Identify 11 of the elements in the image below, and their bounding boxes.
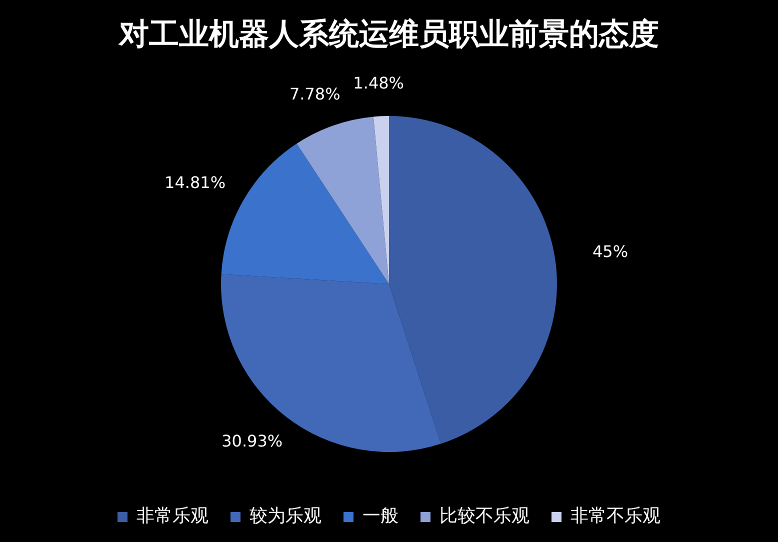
data-label: 14.81% bbox=[164, 173, 226, 192]
legend-label: 比较不乐观 bbox=[440, 506, 530, 527]
data-label: 7.78% bbox=[289, 84, 340, 104]
data-label: 1.48% bbox=[353, 73, 404, 92]
legend-label: 非常不乐观 bbox=[570, 506, 660, 527]
legend-label: 一般 bbox=[362, 506, 398, 527]
legend-label: 非常乐观 bbox=[136, 506, 208, 527]
legend-label: 较为乐观 bbox=[250, 506, 322, 527]
data-label: 45% bbox=[592, 242, 628, 261]
chart-title: 对工业机器人系统运维员职业前景的态度 bbox=[118, 16, 659, 52]
data-label: 30.93% bbox=[222, 431, 283, 450]
